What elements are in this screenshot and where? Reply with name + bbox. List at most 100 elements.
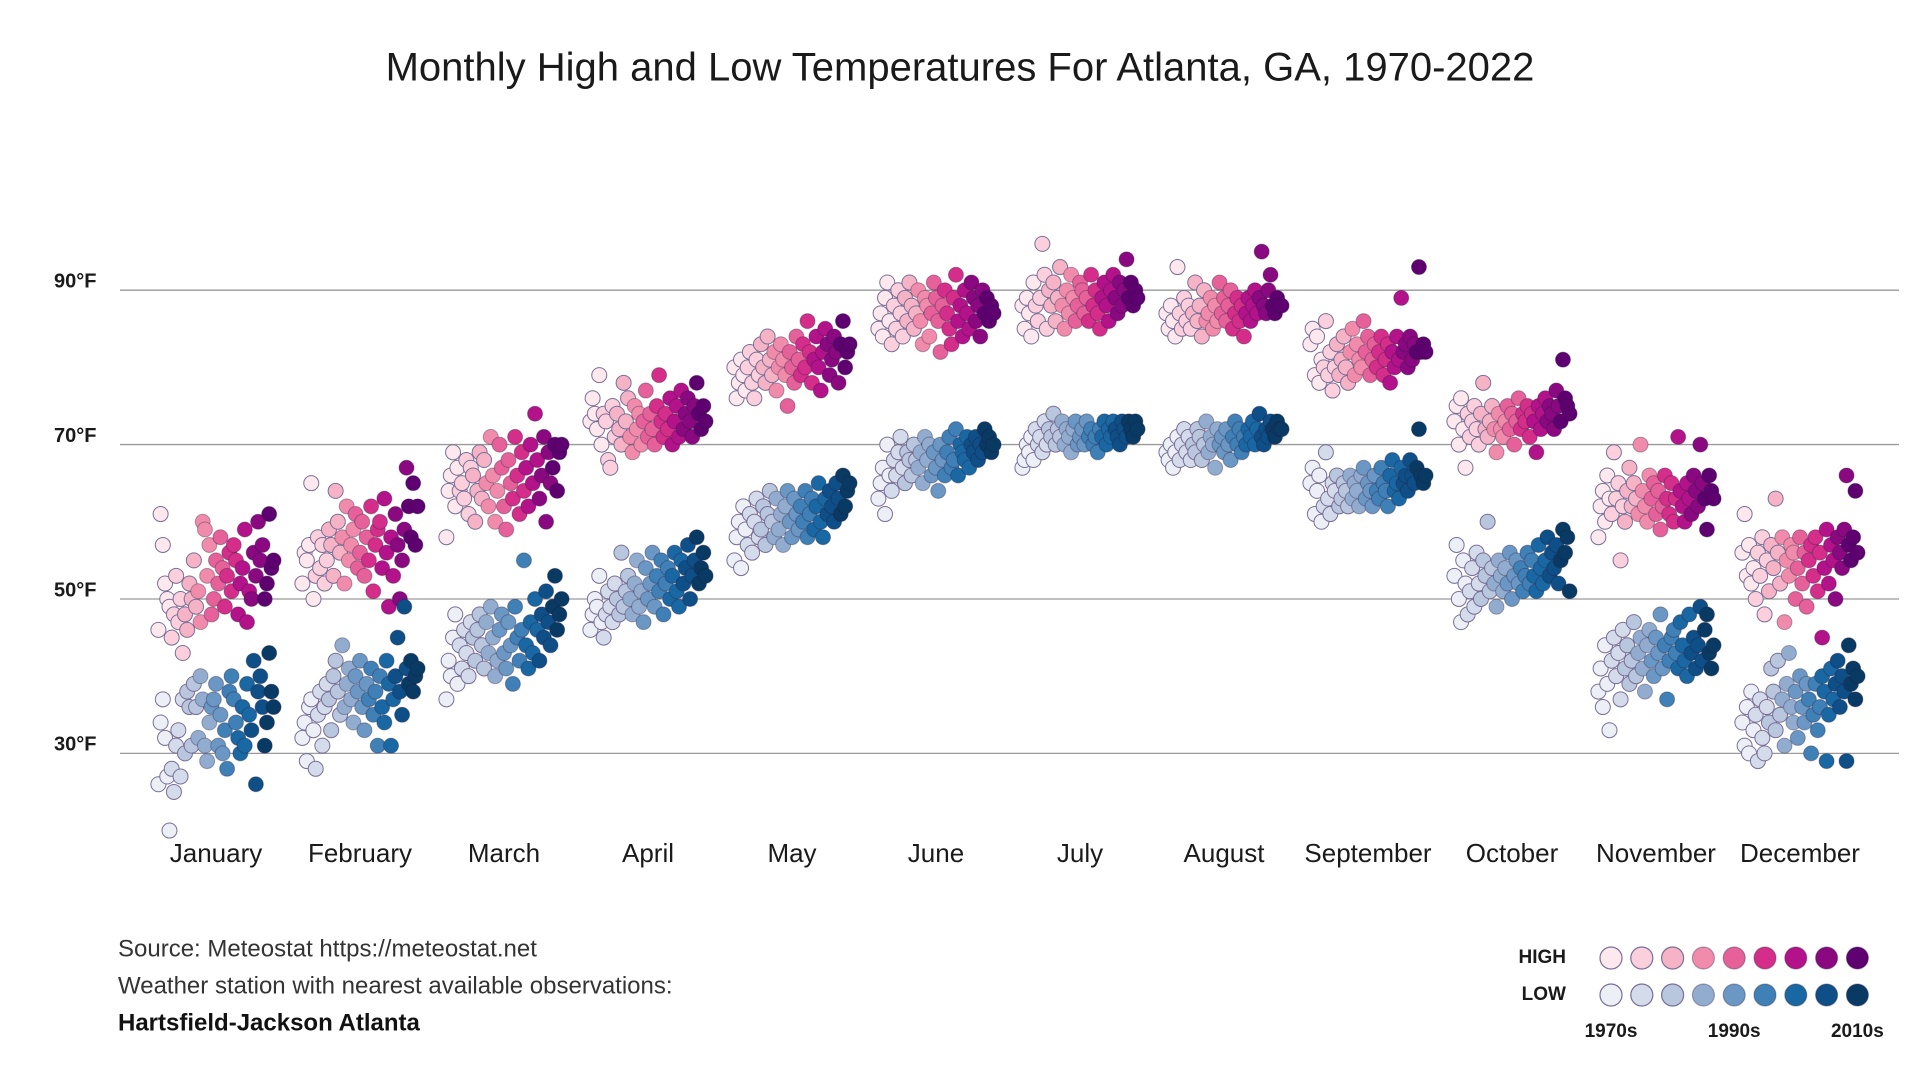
data-point [1827, 590, 1844, 607]
data-point [1818, 753, 1835, 770]
data-point [219, 567, 236, 584]
data-point [1794, 575, 1811, 592]
data-point [294, 575, 311, 592]
data-point [812, 382, 829, 399]
data-point [449, 675, 466, 692]
data-point [165, 783, 182, 800]
data-point [247, 567, 264, 584]
data-point [1417, 343, 1434, 360]
data-point [1681, 606, 1698, 623]
data-point [1253, 243, 1270, 260]
data-point [1488, 444, 1505, 461]
data-point [1417, 467, 1434, 484]
data-point [1612, 552, 1629, 569]
data-point [617, 413, 634, 430]
data-point [258, 575, 275, 592]
data-point [1603, 506, 1620, 523]
data-point [591, 567, 608, 584]
data-point [1820, 575, 1837, 592]
data-point [542, 637, 559, 654]
data-point [1561, 405, 1578, 422]
legend-swatch [1753, 983, 1777, 1007]
legend-swatch [1722, 983, 1746, 1007]
data-point [498, 660, 515, 677]
x-tick-label: September [1304, 838, 1432, 868]
data-point [932, 343, 949, 360]
data-point [365, 583, 382, 600]
data-point [1034, 235, 1051, 252]
data-point [1557, 544, 1574, 561]
data-point [591, 367, 608, 384]
data-point [347, 668, 364, 685]
data-point [356, 567, 373, 584]
data-point [879, 436, 896, 453]
legend-swatch [1753, 946, 1777, 970]
data-point [438, 529, 455, 546]
data-point [733, 560, 750, 577]
data-point [939, 305, 956, 322]
data-point [1129, 289, 1146, 306]
legend-label: LOW [1522, 984, 1566, 1005]
data-point [409, 660, 426, 677]
data-point [256, 737, 273, 754]
data-point [1193, 328, 1210, 345]
data-point [746, 390, 763, 407]
data-point [152, 506, 169, 523]
data-point [389, 536, 406, 553]
data-point [879, 274, 896, 291]
data-point [768, 382, 785, 399]
data-point [637, 560, 654, 577]
data-point [985, 436, 1002, 453]
data-point [507, 598, 524, 615]
data-point [254, 536, 271, 553]
data-point [1118, 251, 1135, 268]
data-point [930, 482, 947, 499]
data-point [1251, 405, 1268, 422]
data-point [1800, 552, 1817, 569]
source-line: Weather station with nearest available o… [118, 972, 673, 999]
data-point [1696, 621, 1713, 638]
data-point [635, 614, 652, 631]
data-point [549, 482, 566, 499]
data-point [770, 521, 787, 538]
data-point [1619, 637, 1636, 654]
legend-label: HIGH [1519, 947, 1567, 968]
data-point [389, 629, 406, 646]
data-point [688, 374, 705, 391]
x-tick-label: August [1184, 838, 1266, 868]
data-point [1550, 575, 1567, 592]
data-point [1592, 660, 1609, 677]
data-point [1559, 529, 1576, 546]
data-point [212, 706, 229, 723]
x-tick-label: November [1596, 838, 1716, 868]
data-point [1703, 660, 1720, 677]
data-point [1450, 436, 1467, 453]
data-point [1479, 513, 1496, 530]
data-point [1849, 544, 1866, 561]
data-point [1561, 583, 1578, 600]
data-point [250, 683, 267, 700]
data-point [261, 645, 278, 662]
legend-swatch [1691, 983, 1716, 1007]
data-point [1659, 691, 1676, 708]
data-point [216, 598, 233, 615]
data-point [1838, 467, 1855, 484]
data-point [1410, 259, 1427, 276]
data-point [1698, 606, 1715, 623]
data-point [407, 536, 424, 553]
data-point [1273, 421, 1290, 438]
data-point [1448, 536, 1465, 553]
data-point [196, 521, 213, 538]
data-point [405, 683, 422, 700]
data-point [1554, 351, 1571, 368]
data-point [1211, 274, 1228, 291]
data-point [1475, 374, 1492, 391]
data-point [1045, 274, 1062, 291]
data-point [1025, 274, 1042, 291]
data-point [1820, 706, 1837, 723]
data-point [394, 552, 411, 569]
data-point [664, 567, 681, 584]
data-point [303, 475, 320, 492]
data-point [527, 405, 544, 422]
data-point [487, 668, 504, 685]
